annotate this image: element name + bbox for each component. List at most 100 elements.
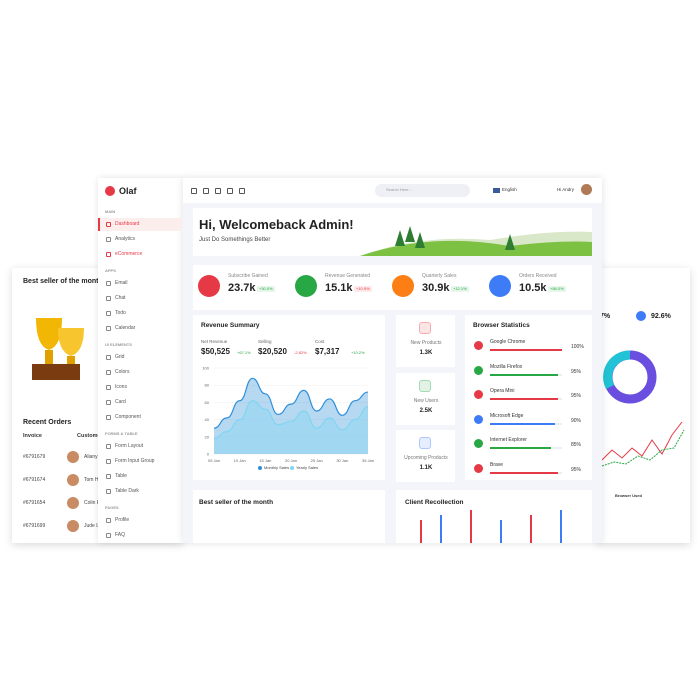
stat-icon [198,275,220,297]
stat-label: Subscribe Gained [228,273,268,279]
hill [360,240,592,256]
metric-change: -2.82% [294,350,307,355]
menu-item[interactable]: eCommerce [115,251,143,257]
menu-item[interactable]: Profile [115,517,130,523]
browser-icon [474,414,483,424]
card-title: Revenue Summary [201,322,260,329]
menu-item[interactable]: Calendar [115,325,136,331]
legend-marker [290,466,294,470]
brand: Olaf [119,186,137,196]
menu-item[interactable]: Table [115,473,127,479]
progress-bar [490,373,559,376]
mini-label: New Products [410,340,442,346]
menu-icon [106,533,111,538]
search-input[interactable]: Search Here... [386,187,412,192]
browser-icon [474,463,483,473]
card-title: Browser Used [615,493,642,498]
menu-item[interactable]: Email [115,280,128,286]
topbar-icon [191,188,197,194]
line-chart [601,421,685,467]
browser-icon [474,439,483,448]
logo-icon [105,186,115,196]
menu-item[interactable]: Analytics [115,236,136,242]
menu-item[interactable]: FAQ [115,532,126,538]
y-tick-label: 40 [205,417,210,422]
topbar-icon [239,188,245,194]
menu-icon [106,296,111,301]
metric-label: Cost [315,339,325,344]
legend-entry: Monthly Sales [264,465,290,470]
browser-name: Google Chrome [490,339,526,345]
menu-icon [106,326,111,331]
section-heading: APPS [105,268,116,273]
browser-name: Mozilla Firefox [490,363,523,370]
card-title: Best seller of the month [199,499,274,506]
line [213,400,369,440]
table-cell: Aliany [84,454,98,460]
progress-bar [490,447,552,449]
avatar [67,474,79,486]
decor-bar [560,510,562,543]
area-fill [214,400,368,454]
menu-item[interactable]: Grid [115,354,125,360]
trophy-image [32,318,84,380]
menu-item[interactable]: Colors [115,369,130,375]
menu-item[interactable]: Card [115,399,126,405]
menu-icon [106,222,111,227]
stat-change: +12.1% [451,286,469,292]
browser-percent: 85% [571,442,582,448]
metric-value: $7,317 [315,347,340,356]
donut-chart [603,350,657,404]
stat-change: +56.0% [548,286,566,292]
menu-icon [106,370,111,375]
browser-name: Internet Explorer [490,437,527,443]
topbar-icon [203,188,209,194]
mini-icon [419,322,431,334]
section-heading: MAIN [105,209,116,214]
x-tick-label: 10 Jan [234,458,246,463]
tree [415,232,425,248]
browser-percent: 100% [571,344,584,350]
bestseller-card [193,490,385,543]
menu-item[interactable]: Todo [115,310,126,316]
menu-item[interactable]: Dashboard [115,221,140,227]
area-fill [214,378,368,454]
language-select[interactable]: English [502,187,517,192]
search-box [375,184,470,197]
section-heading: UI ELEMENTS [105,342,132,347]
progress-bar [490,349,562,351]
metric-change: +67.1% [237,350,251,355]
section-heading: PAGES [105,505,119,510]
x-tick-label: 25 Jan [311,458,323,463]
stat-icon [295,275,317,297]
menu-item[interactable]: Table Dark [115,488,139,494]
mini-card [396,315,455,367]
decor-bar [440,515,442,543]
progress-bar [490,471,559,474]
client-card [396,490,592,543]
progress-bar [490,398,559,400]
table-cell: #6791674 [23,477,46,483]
decor-bar [500,520,502,543]
flag [493,188,500,193]
y-tick-label: 20 [205,434,210,439]
menu-item[interactable]: Chat [115,295,126,301]
menu-item[interactable]: Component [115,414,141,420]
menu-item[interactable]: Form Layout [115,443,144,449]
stat-value: 7% [600,313,611,320]
menu-icon [106,237,111,242]
menu-icon [106,355,111,360]
browser-percent: 95% [571,368,582,375]
menu-icon [106,415,111,420]
browser-icon [474,341,483,350]
metric-value: $50,525 [201,347,230,356]
stat-change: +30.0% [257,286,275,292]
menu-item[interactable]: Icons [115,384,127,390]
sidebar [98,178,183,543]
tree [405,226,415,242]
menu-item[interactable]: Form Input Group [115,458,155,464]
active-item [98,218,182,231]
table-cell: Colin F [84,500,100,506]
stat-label: Quarterly Sales [422,273,457,279]
browser-percent: 95% [571,393,582,399]
